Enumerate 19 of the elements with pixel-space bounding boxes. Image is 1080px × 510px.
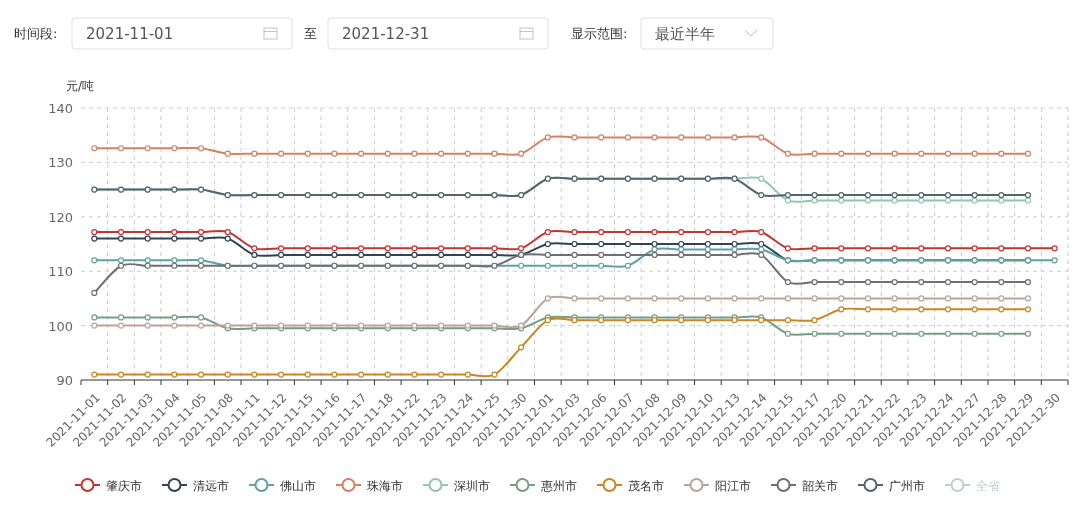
legend-label: 肇庆市 <box>106 479 142 493</box>
y-axis-title: 元/吨 <box>66 79 95 93</box>
legend-label: 韶关市 <box>802 479 838 493</box>
y-tick-label: 90 <box>56 373 73 388</box>
y-tick-label: 120 <box>48 209 73 225</box>
controls: 时间段: 2021-11-01 至 2021-12-31 显示范围: 最近半年 <box>14 17 774 50</box>
legend-label: 全省 <box>976 479 1000 493</box>
y-tick-label: 140 <box>48 101 73 116</box>
legend-label: 惠州市 <box>540 479 577 493</box>
legend-label: 广州市 <box>889 479 925 493</box>
legend-label: 阳江市 <box>715 479 751 493</box>
legend-label: 茂名市 <box>628 479 664 493</box>
y-tick-label: 130 <box>48 155 73 171</box>
legend-label: 佛山市 <box>280 479 316 493</box>
legend-label: 深圳市 <box>454 479 490 493</box>
y-tick-label: 100 <box>48 318 73 334</box>
y-tick-label: 110 <box>48 264 73 280</box>
legend-label: 清远市 <box>193 479 229 493</box>
legend-label: 珠海市 <box>367 479 403 493</box>
